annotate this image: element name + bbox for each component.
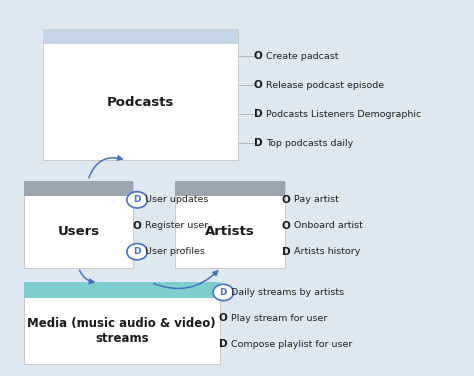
FancyBboxPatch shape — [175, 180, 285, 268]
Text: Pay artist: Pay artist — [294, 196, 339, 204]
FancyBboxPatch shape — [24, 282, 219, 364]
Text: D: D — [219, 288, 227, 297]
Text: O: O — [282, 195, 291, 205]
Circle shape — [127, 192, 147, 208]
FancyBboxPatch shape — [24, 180, 133, 268]
Text: D: D — [219, 339, 228, 349]
Text: D: D — [282, 247, 291, 257]
Text: Top podcasts daily: Top podcasts daily — [266, 139, 354, 148]
Text: O: O — [254, 52, 263, 62]
Text: Artists: Artists — [205, 225, 255, 238]
Text: Artists history: Artists history — [294, 247, 361, 256]
Text: Compose playlist for user: Compose playlist for user — [231, 340, 353, 349]
Text: D: D — [254, 109, 263, 119]
FancyBboxPatch shape — [24, 180, 133, 196]
Text: User profiles: User profiles — [145, 247, 205, 256]
Text: Users: Users — [57, 225, 100, 238]
Text: Release podcast episode: Release podcast episode — [266, 81, 384, 90]
Text: O: O — [133, 221, 142, 231]
Text: User updates: User updates — [145, 196, 209, 204]
Text: Onboard artist: Onboard artist — [294, 221, 363, 230]
FancyBboxPatch shape — [175, 180, 285, 196]
Text: D: D — [133, 196, 141, 204]
Text: Create padcast: Create padcast — [266, 52, 339, 61]
Text: Play stream for user: Play stream for user — [231, 314, 328, 323]
Text: O: O — [282, 221, 291, 231]
Text: Podcasts Listeners Demographic: Podcasts Listeners Demographic — [266, 110, 421, 119]
Text: Daily streams by artists: Daily streams by artists — [231, 288, 345, 297]
Text: O: O — [219, 314, 228, 323]
FancyBboxPatch shape — [43, 29, 238, 160]
Text: D: D — [133, 247, 141, 256]
Text: Register user: Register user — [145, 221, 208, 230]
Text: O: O — [254, 80, 263, 90]
Circle shape — [127, 244, 147, 260]
Circle shape — [213, 284, 234, 301]
FancyBboxPatch shape — [43, 29, 238, 44]
Text: D: D — [254, 138, 263, 148]
FancyBboxPatch shape — [24, 282, 219, 298]
Text: Podcasts: Podcasts — [107, 96, 174, 109]
Text: Media (music audio & video)
streams: Media (music audio & video) streams — [27, 317, 216, 345]
